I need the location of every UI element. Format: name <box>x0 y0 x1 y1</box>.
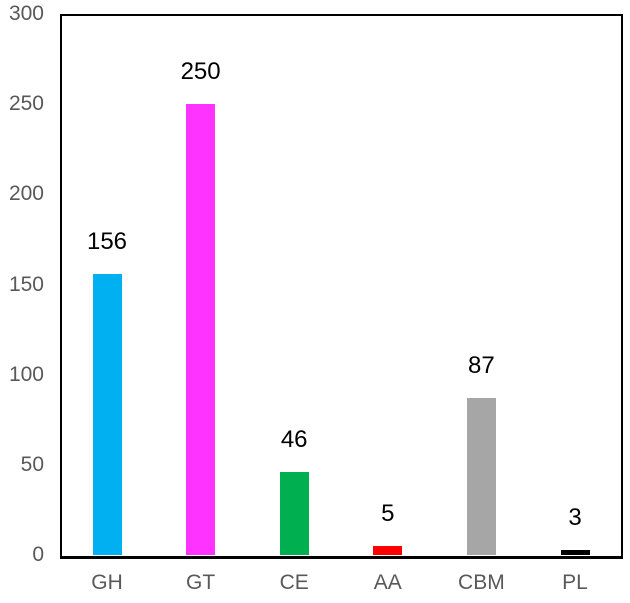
y-tick-label: 300 <box>8 2 44 25</box>
data-label: 5 <box>381 499 395 527</box>
x-tick-label: PL <box>562 571 588 594</box>
bar-pl <box>560 549 590 555</box>
bar-cbm <box>466 398 496 555</box>
x-tick-label: AA <box>373 571 402 594</box>
y-tick-label: 100 <box>8 362 44 386</box>
plot-area-frame <box>60 14 623 559</box>
x-tick-label: GT <box>186 571 216 594</box>
data-label: 46 <box>280 426 308 454</box>
data-label: 156 <box>86 227 128 255</box>
y-tick-label: 200 <box>8 182 44 206</box>
y-tick-label: 0 <box>32 543 44 566</box>
data-label: 250 <box>180 58 221 86</box>
data-label: 87 <box>468 352 495 380</box>
y-tick-label: 250 <box>8 92 44 116</box>
y-tick-label: 150 <box>8 272 44 296</box>
bar-gh <box>92 273 122 555</box>
x-tick-label: CBM <box>458 571 505 594</box>
bar-ce <box>279 472 309 555</box>
x-tick-label: GH <box>91 571 123 594</box>
data-label: 3 <box>568 503 582 531</box>
bar-gt <box>186 104 216 555</box>
y-tick-label: 50 <box>20 452 44 476</box>
bar-aa <box>373 545 403 555</box>
x-tick-label: CE <box>279 571 309 594</box>
